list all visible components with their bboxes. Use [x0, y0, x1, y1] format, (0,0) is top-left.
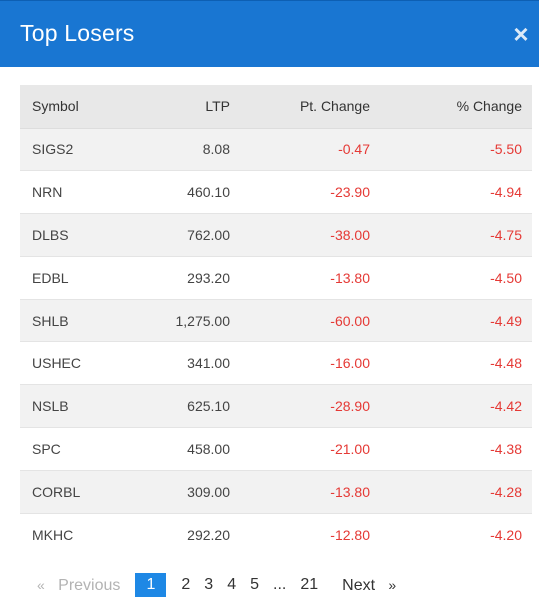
- ltp-cell: 460.10: [140, 170, 240, 214]
- table-row[interactable]: NRN 460.10 -23.90 -4.94: [20, 170, 532, 214]
- symbol-cell[interactable]: CORBL: [20, 469, 140, 514]
- page-21-button[interactable]: 21: [300, 576, 319, 593]
- pt-change-cell: -60.00: [240, 298, 386, 342]
- pct-change-cell: -4.50: [386, 255, 532, 300]
- pct-change-cell: -4.49: [386, 298, 532, 342]
- symbol-cell[interactable]: DLBS: [20, 213, 140, 257]
- symbol-cell[interactable]: MKHC: [20, 512, 140, 556]
- table-row[interactable]: MKHC 292.20 -12.80 -4.20: [20, 512, 532, 556]
- symbol-cell[interactable]: SHLB: [20, 298, 140, 342]
- page-1-button[interactable]: 1: [135, 573, 167, 597]
- ltp-cell: 292.20: [140, 512, 240, 556]
- pct-change-cell: -4.42: [386, 384, 532, 428]
- losers-table-container: Symbol LTP Pt. Change % Change SIGS2 8.08…: [20, 85, 532, 556]
- modal-header: Top Losers ×: [0, 0, 539, 67]
- symbol-cell[interactable]: USHEC: [20, 341, 140, 385]
- chevron-right-double-icon: »: [388, 577, 397, 593]
- pct-change-cell: -4.48: [386, 341, 532, 385]
- pct-change-cell: -4.94: [386, 170, 532, 214]
- pct-change-cell: -4.20: [386, 512, 532, 556]
- pt-change-cell: -21.00: [240, 427, 386, 471]
- previous-button[interactable]: « Previous: [30, 573, 127, 597]
- pct-change-cell: -4.28: [386, 469, 532, 514]
- pt-change-cell: -0.47: [240, 127, 386, 171]
- pct-change-cell: -4.38: [386, 427, 532, 471]
- ltp-cell: 458.00: [140, 427, 240, 471]
- table-header-row: Symbol LTP Pt. Change % Change: [20, 85, 532, 129]
- page-4-button[interactable]: 4: [227, 576, 237, 593]
- ltp-cell: 762.00: [140, 213, 240, 257]
- table-row[interactable]: SHLB 1,275.00 -60.00 -4.49: [20, 298, 532, 342]
- pt-change-cell: -38.00: [240, 213, 386, 257]
- ltp-cell: 309.00: [140, 469, 240, 514]
- pct-change-cell: -5.50: [386, 127, 532, 171]
- header-ltp[interactable]: LTP: [140, 85, 240, 129]
- pt-change-cell: -12.80: [240, 512, 386, 556]
- pagination: « Previous 1 2 3 4 5 ... 21 Next »: [30, 573, 403, 597]
- table-row[interactable]: EDBL 293.20 -13.80 -4.50: [20, 255, 532, 300]
- ltp-cell: 8.08: [140, 127, 240, 171]
- next-button[interactable]: Next »: [335, 573, 403, 597]
- ltp-cell: 341.00: [140, 341, 240, 385]
- table-row[interactable]: DLBS 762.00 -38.00 -4.75: [20, 213, 532, 257]
- symbol-cell[interactable]: NRN: [20, 170, 140, 214]
- previous-label: Previous: [58, 577, 121, 594]
- symbol-cell[interactable]: SPC: [20, 427, 140, 471]
- ltp-cell: 293.20: [140, 255, 240, 300]
- losers-table: Symbol LTP Pt. Change % Change SIGS2 8.08…: [20, 85, 532, 556]
- chevron-left-double-icon: «: [37, 577, 45, 593]
- pt-change-cell: -28.90: [240, 384, 386, 428]
- header-symbol[interactable]: Symbol: [20, 85, 140, 129]
- table-row[interactable]: SPC 458.00 -21.00 -4.38: [20, 427, 532, 471]
- ltp-cell: 1,275.00: [140, 298, 240, 342]
- pt-change-cell: -13.80: [240, 469, 386, 514]
- modal-title: Top Losers: [20, 20, 135, 46]
- symbol-cell[interactable]: NSLB: [20, 384, 140, 428]
- header-pct-change[interactable]: % Change: [386, 85, 532, 129]
- table-row[interactable]: SIGS2 8.08 -0.47 -5.50: [20, 127, 532, 171]
- pt-change-cell: -23.90: [240, 170, 386, 214]
- pt-change-cell: -13.80: [240, 255, 386, 300]
- table-row[interactable]: CORBL 309.00 -13.80 -4.28: [20, 469, 532, 514]
- table-row[interactable]: USHEC 341.00 -16.00 -4.48: [20, 341, 532, 385]
- header-pt-change[interactable]: Pt. Change: [240, 85, 386, 129]
- pct-change-cell: -4.75: [386, 213, 532, 257]
- table-row[interactable]: NSLB 625.10 -28.90 -4.42: [20, 384, 532, 428]
- ltp-cell: 625.10: [140, 384, 240, 428]
- pt-change-cell: -16.00: [240, 341, 386, 385]
- page-5-button[interactable]: 5: [250, 576, 260, 593]
- symbol-cell[interactable]: EDBL: [20, 255, 140, 300]
- page-3-button[interactable]: 3: [204, 576, 214, 593]
- symbol-cell[interactable]: SIGS2: [20, 127, 140, 171]
- page-2-button[interactable]: 2: [181, 576, 191, 593]
- close-icon[interactable]: ×: [513, 19, 529, 49]
- pagination-ellipsis: ...: [273, 576, 287, 593]
- next-label: Next: [342, 577, 376, 594]
